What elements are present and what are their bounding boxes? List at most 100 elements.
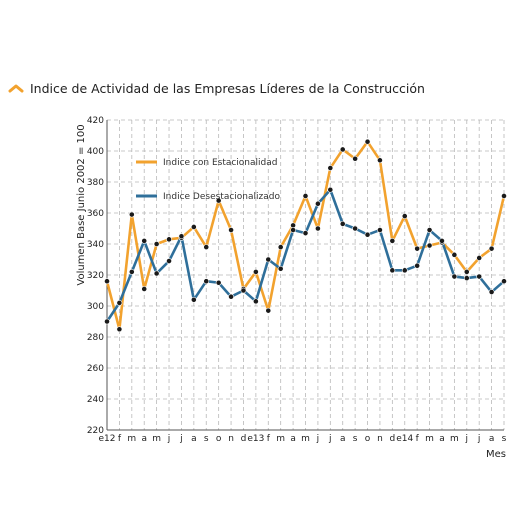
- data-point: [252, 268, 259, 275]
- data-point: [252, 298, 259, 305]
- data-point: [327, 165, 334, 171]
- data-point: [302, 230, 309, 237]
- data-point: [265, 307, 272, 314]
- data-point: [377, 227, 383, 233]
- x-tick-label: m: [127, 434, 136, 444]
- axes: [106, 120, 504, 431]
- x-tick-label: s: [502, 434, 507, 444]
- chart-title: Indice de Actividad de las Empresas Líde…: [30, 80, 425, 96]
- data-point: [104, 318, 110, 325]
- data-point: [476, 255, 483, 261]
- y-tick-label: 340: [87, 240, 104, 250]
- data-point: [352, 155, 359, 162]
- data-point: [315, 225, 321, 232]
- x-tick-label: f: [416, 434, 420, 444]
- data-point: [389, 237, 396, 244]
- y-tick-label: 220: [87, 426, 104, 436]
- data-point: [501, 278, 507, 285]
- data-point: [426, 227, 433, 233]
- data-point: [141, 286, 148, 292]
- data-point: [153, 241, 160, 247]
- data-point: [339, 220, 346, 227]
- x-tick-label: j: [328, 434, 332, 444]
- data-point: [315, 200, 321, 207]
- x-tick-label: a: [340, 434, 346, 444]
- series-layer: [104, 138, 507, 333]
- x-tick-label: m: [301, 434, 310, 444]
- x-tick-label: j: [179, 434, 183, 444]
- data-point: [190, 224, 197, 230]
- x-tick-label: d: [241, 434, 247, 444]
- x-tick-label: a: [290, 434, 296, 444]
- x-tick-label: j: [316, 434, 320, 444]
- data-point: [389, 267, 396, 274]
- y-tick-label: 360: [87, 209, 104, 219]
- data-point: [128, 268, 135, 275]
- y-tick-label: 280: [87, 333, 104, 343]
- data-point: [203, 244, 210, 250]
- series-points: [104, 186, 507, 325]
- y-axis-label: Volumen Base Junio 2002 = 100: [76, 124, 87, 285]
- data-point: [116, 299, 123, 306]
- data-point: [451, 273, 458, 280]
- data-point: [364, 138, 371, 145]
- data-point: [488, 245, 495, 252]
- data-point: [153, 270, 160, 277]
- data-point: [401, 213, 408, 219]
- x-tick-label: e13: [247, 434, 264, 444]
- x-tick-label: e12: [99, 434, 116, 444]
- data-point: [203, 278, 210, 285]
- data-point: [228, 227, 234, 233]
- x-tick-label: j: [477, 434, 481, 444]
- legend-label: Indice Desestacionalizado: [163, 192, 280, 202]
- x-tick-label: a: [191, 434, 197, 444]
- data-point: [265, 256, 272, 263]
- x-tick-label: n: [228, 434, 234, 444]
- x-tick-label: e14: [396, 434, 413, 444]
- data-point: [327, 186, 334, 193]
- data-point: [277, 244, 284, 250]
- y-tick-label: 400: [87, 147, 104, 157]
- data-point: [339, 146, 346, 153]
- y-tick-label: 420: [87, 116, 104, 126]
- x-tick-label: o: [365, 434, 371, 444]
- data-point: [116, 326, 123, 333]
- data-point: [215, 197, 222, 204]
- y-tick-label: 320: [87, 271, 104, 281]
- x-tick-label: m: [152, 434, 161, 444]
- data-point: [352, 225, 359, 232]
- data-point: [190, 296, 197, 303]
- data-point: [141, 237, 148, 244]
- x-tick-label: n: [377, 434, 383, 444]
- data-point: [364, 231, 371, 238]
- legend: Indice con Estacionalidad Indice Desestac…: [136, 158, 280, 202]
- x-tick-label: o: [216, 434, 222, 444]
- data-point: [401, 267, 408, 274]
- data-point: [277, 265, 284, 272]
- x-tick-label: d: [389, 434, 395, 444]
- data-point: [228, 293, 234, 300]
- data-point: [166, 236, 172, 243]
- data-point: [501, 193, 507, 199]
- y-tick-label: 240: [87, 395, 104, 405]
- x-tick-label: j: [167, 434, 171, 444]
- data-point: [488, 289, 495, 295]
- x-tick-label: f: [118, 434, 122, 444]
- y-tick-labels: 220 240 260 280 300 320 340 360 380 400 420: [87, 116, 104, 436]
- data-point: [240, 287, 247, 294]
- data-point: [463, 275, 470, 281]
- x-tick-labels: e12 f m a m j j a s o n d e13 f m a m j j a s o n d e14 f m a m j j a s: [99, 434, 507, 444]
- y-tick-label: 260: [87, 364, 104, 374]
- chart-header: Indice de Actividad de las Empresas Líde…: [8, 78, 425, 98]
- data-point: [128, 211, 135, 218]
- data-point: [426, 242, 433, 249]
- x-tick-label: s: [204, 434, 209, 444]
- x-tick-label: m: [276, 434, 285, 444]
- y-tick-label: 380: [87, 178, 104, 188]
- x-tick-label: a: [489, 434, 495, 444]
- x-tick-label: m: [425, 434, 434, 444]
- data-point: [302, 193, 309, 199]
- data-point: [290, 227, 296, 233]
